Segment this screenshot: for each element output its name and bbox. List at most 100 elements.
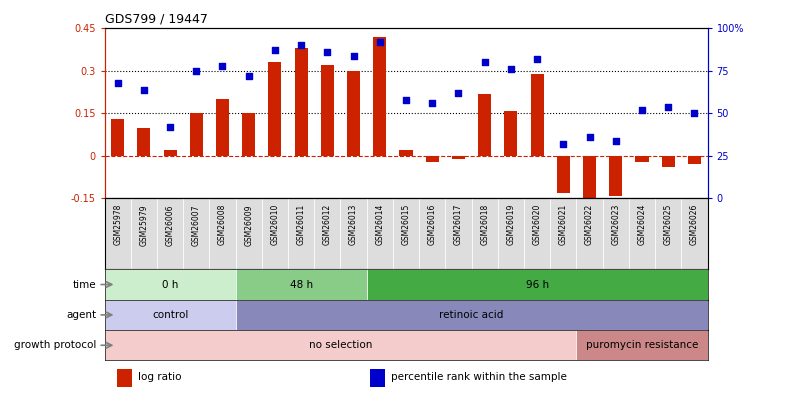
Text: growth protocol: growth protocol — [14, 340, 96, 350]
Bar — [661, 156, 674, 167]
Point — [609, 137, 622, 144]
Text: GSM26008: GSM26008 — [218, 204, 226, 245]
Point — [111, 79, 124, 86]
Point — [687, 110, 700, 117]
Bar — [235, 269, 366, 300]
Bar — [287, 198, 314, 269]
Bar — [268, 62, 281, 156]
Bar — [576, 198, 602, 269]
Point — [190, 68, 202, 74]
Point — [320, 49, 333, 55]
Bar — [418, 198, 445, 269]
Text: GSM26012: GSM26012 — [323, 204, 332, 245]
Bar — [524, 198, 549, 269]
Bar — [262, 198, 287, 269]
Bar — [602, 198, 628, 269]
Text: GSM26015: GSM26015 — [401, 204, 410, 245]
Bar — [242, 113, 255, 156]
Text: GSM26016: GSM26016 — [427, 204, 436, 245]
Bar — [104, 269, 235, 300]
Bar — [116, 369, 132, 387]
Bar — [556, 156, 569, 193]
Bar — [366, 269, 707, 300]
Bar — [634, 156, 648, 162]
Text: GSM26025: GSM26025 — [662, 204, 672, 245]
Bar — [445, 198, 471, 269]
Bar — [216, 99, 229, 156]
Text: GSM26024: GSM26024 — [637, 204, 646, 245]
Text: GSM26014: GSM26014 — [375, 204, 384, 245]
Bar — [654, 198, 680, 269]
Bar — [190, 113, 202, 156]
Bar — [549, 198, 576, 269]
Text: puromycin resistance: puromycin resistance — [585, 340, 697, 350]
Bar — [576, 330, 707, 360]
Text: GSM26026: GSM26026 — [689, 204, 698, 245]
Bar — [399, 150, 412, 156]
Bar — [157, 198, 183, 269]
Bar — [369, 369, 385, 387]
Bar — [104, 198, 131, 269]
Bar — [609, 156, 622, 196]
Point — [399, 96, 412, 103]
Text: GSM26010: GSM26010 — [270, 204, 279, 245]
Point — [373, 39, 385, 45]
Text: 96 h: 96 h — [525, 279, 548, 290]
Text: 48 h: 48 h — [289, 279, 312, 290]
Point — [451, 90, 464, 96]
Point — [216, 62, 229, 69]
Bar — [320, 65, 333, 156]
Text: GSM26018: GSM26018 — [479, 204, 488, 245]
Text: GSM26020: GSM26020 — [532, 204, 541, 245]
Bar — [687, 156, 700, 164]
Bar — [478, 94, 491, 156]
Bar — [425, 156, 438, 162]
Bar — [393, 198, 418, 269]
Text: GSM26013: GSM26013 — [349, 204, 357, 245]
Point — [634, 107, 647, 113]
Text: GSM25979: GSM25979 — [139, 204, 149, 245]
Text: GSM26021: GSM26021 — [558, 204, 567, 245]
Text: GSM26009: GSM26009 — [244, 204, 253, 245]
Point — [426, 100, 438, 107]
Bar — [209, 198, 235, 269]
Bar — [111, 119, 124, 156]
Point — [503, 66, 516, 72]
Bar — [347, 71, 360, 156]
Bar — [373, 37, 386, 156]
Bar — [680, 198, 707, 269]
Bar — [235, 300, 707, 330]
Text: log ratio: log ratio — [137, 373, 181, 382]
Point — [347, 52, 360, 59]
Point — [242, 73, 255, 79]
Text: GDS799 / 19447: GDS799 / 19447 — [104, 13, 207, 26]
Text: GSM26017: GSM26017 — [454, 204, 463, 245]
Bar — [137, 128, 150, 156]
Bar — [471, 198, 497, 269]
Point — [164, 124, 177, 130]
Bar — [314, 198, 340, 269]
Bar — [104, 300, 235, 330]
Text: GSM26006: GSM26006 — [165, 204, 174, 245]
Bar — [183, 198, 209, 269]
Bar — [503, 111, 517, 156]
Text: percentile rank within the sample: percentile rank within the sample — [390, 373, 566, 382]
Text: retinoic acid: retinoic acid — [438, 310, 503, 320]
Bar — [628, 198, 654, 269]
Text: control: control — [152, 310, 188, 320]
Text: GSM25978: GSM25978 — [113, 204, 122, 245]
Text: GSM26022: GSM26022 — [585, 204, 593, 245]
Bar — [582, 156, 595, 201]
Point — [530, 56, 543, 62]
Point — [556, 141, 569, 147]
Text: agent: agent — [67, 310, 96, 320]
Bar — [340, 198, 366, 269]
Bar — [294, 48, 308, 156]
Bar — [163, 150, 177, 156]
Point — [661, 103, 674, 110]
Point — [137, 86, 150, 93]
Text: time: time — [73, 279, 96, 290]
Point — [582, 134, 595, 141]
Bar — [497, 198, 524, 269]
Bar — [131, 198, 157, 269]
